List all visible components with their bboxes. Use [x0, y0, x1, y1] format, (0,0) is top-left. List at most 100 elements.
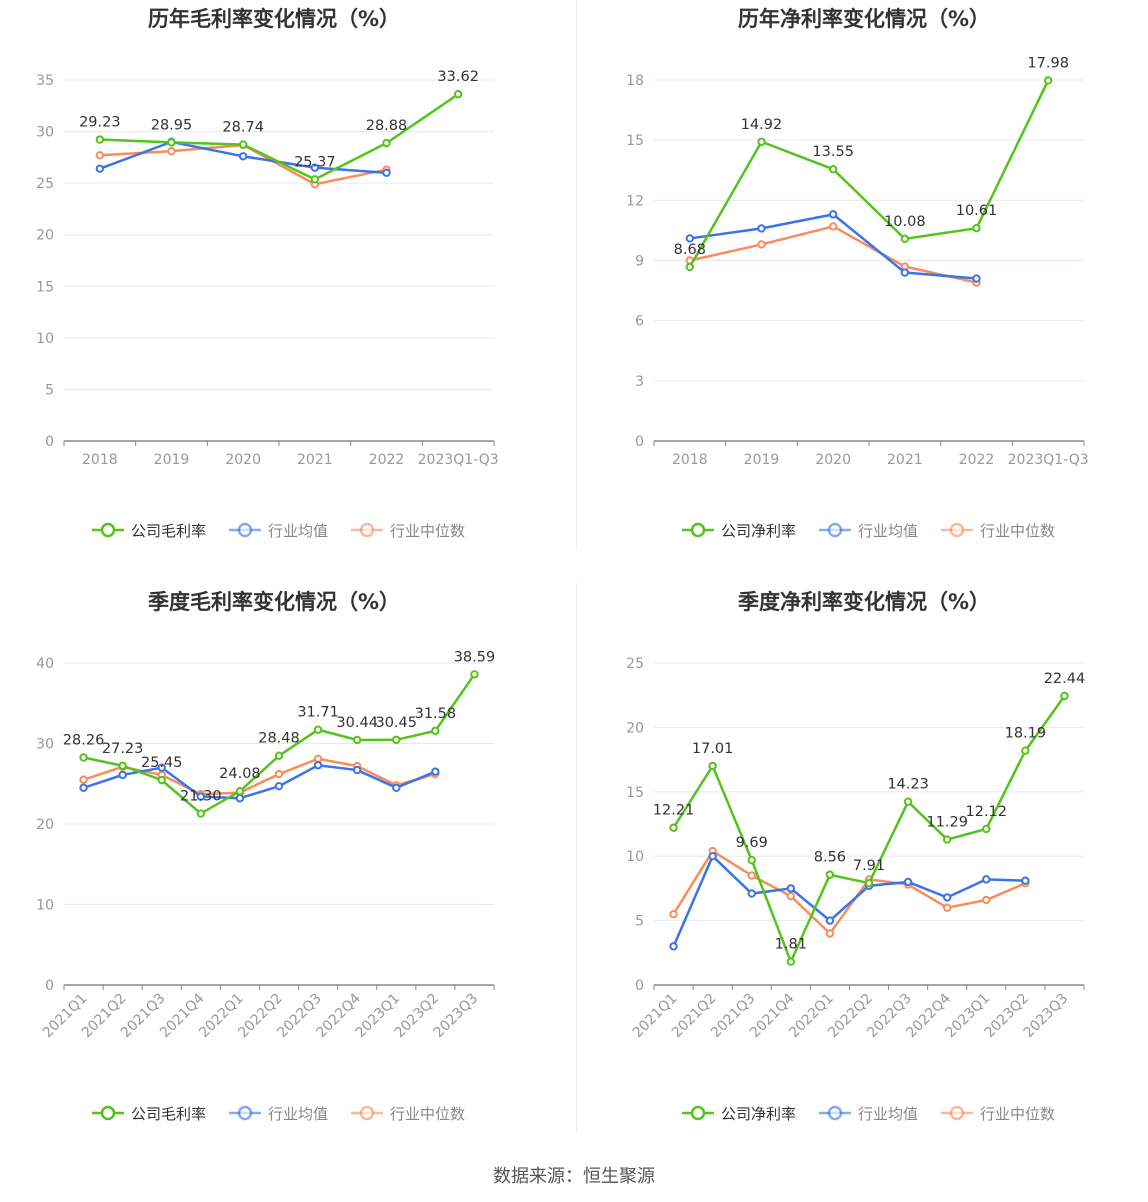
data-point-company — [1043, 76, 1053, 85]
data-point-avg — [313, 761, 323, 770]
legend-item-company[interactable]: 公司净利率 — [682, 1105, 796, 1123]
data-point-company — [685, 262, 695, 272]
annual-gross-margin-chart: 历年毛利率变化情况（%） 0 5 10 15 20 25 30 35 2018 2019 2020 20… — [0, 0, 574, 580]
chart-title: 季度净利率变化情况（%） — [738, 590, 990, 614]
data-point-avg — [685, 234, 695, 243]
legend-circle-icon — [237, 522, 253, 538]
data-point-company — [79, 753, 88, 762]
data-point-median — [669, 909, 678, 919]
y-tick-label: 9 — [635, 254, 644, 270]
data-point-company — [864, 878, 874, 888]
y-tick-label: 25 — [36, 176, 54, 192]
legend-circle-icon — [827, 522, 843, 538]
data-point-company — [157, 775, 166, 785]
data-point-avg — [747, 889, 756, 898]
data-label: 28.74 — [222, 120, 264, 136]
data-point-avg — [669, 942, 678, 951]
y-tick-label: 5 — [45, 382, 54, 398]
series-line-company — [99, 93, 459, 181]
data-point-company — [757, 137, 766, 146]
series-line-median — [672, 849, 1026, 936]
legend-item-median[interactable]: 行业中位数 — [351, 1105, 465, 1123]
y-tick-label: 10 — [36, 331, 54, 347]
data-point-avg — [786, 884, 796, 893]
data-point-company — [786, 957, 796, 966]
data-label: 30.45 — [376, 715, 418, 731]
data-point-avg — [238, 152, 248, 161]
y-tick-label: 10 — [36, 898, 54, 914]
data-point-company — [118, 761, 127, 770]
data-point-company — [942, 835, 952, 844]
data-point-company — [1021, 746, 1030, 755]
data-point-company — [669, 823, 678, 832]
chart-title: 季度毛利率变化情况（%） — [148, 590, 400, 614]
data-point-avg — [79, 783, 88, 792]
legend-circle-icon — [359, 1105, 375, 1121]
x-tick-label: 2019 — [154, 452, 190, 468]
data-label: 30.44 — [336, 715, 378, 731]
data-label: 21.30 — [180, 789, 222, 805]
data-point-company — [382, 138, 391, 148]
data-point-company — [825, 870, 835, 879]
data-label: 27.23 — [102, 741, 144, 757]
data-point-company — [470, 670, 479, 679]
x-tick-label: 2018 — [672, 452, 708, 468]
data-label: 28.88 — [366, 118, 408, 134]
legend-label: 公司净利率 — [721, 1105, 796, 1123]
data-point-company — [196, 809, 206, 818]
data-point-median — [757, 240, 766, 249]
legend-item-median[interactable]: 行业中位数 — [941, 522, 1055, 540]
x-tick-label: 2022 — [959, 452, 995, 468]
legend-label: 公司净利率 — [721, 522, 796, 540]
data-point-company — [392, 735, 401, 745]
y-tick-label: 18 — [626, 73, 644, 89]
legend-item-median[interactable]: 行业中位数 — [351, 522, 465, 540]
legend-item-company[interactable]: 公司净利率 — [682, 522, 796, 540]
legend-circle-icon — [949, 522, 965, 538]
legend-item-avg[interactable]: 行业均值 — [229, 1105, 328, 1123]
legend-item-median[interactable]: 行业中位数 — [941, 1105, 1055, 1123]
legend-item-company[interactable]: 公司毛利率 — [92, 1105, 206, 1123]
data-point-avg — [982, 875, 991, 884]
y-tick-label: 20 — [36, 228, 54, 244]
legend-label: 公司毛利率 — [131, 1105, 206, 1123]
data-point-company — [903, 797, 913, 806]
legend-circle-icon — [100, 1105, 116, 1121]
data-point-company — [167, 138, 176, 147]
data-point-company — [708, 761, 717, 771]
data-point-company — [352, 735, 362, 745]
y-tick-label: 0 — [635, 434, 644, 450]
x-tick-label: 2021 — [887, 452, 923, 468]
legend-item-company[interactable]: 公司毛利率 — [92, 522, 206, 540]
legend-label: 行业中位数 — [390, 522, 465, 540]
data-point-avg — [196, 792, 206, 801]
series-line-avg — [83, 763, 436, 800]
legend-item-avg[interactable]: 行业均值 — [819, 1105, 918, 1123]
data-point-median — [982, 895, 991, 905]
series-line-avg — [672, 854, 1026, 947]
data-label: 31.71 — [297, 705, 339, 721]
data-label: 28.95 — [151, 117, 193, 133]
legend-item-avg[interactable]: 行业均值 — [819, 522, 918, 540]
data-label: 8.68 — [674, 242, 706, 258]
y-tick-label: 12 — [626, 193, 644, 209]
data-label: 14.92 — [741, 117, 783, 133]
legend-label: 行业均值 — [858, 522, 918, 540]
data-point-median — [825, 929, 835, 938]
legend-circle-icon — [237, 1105, 253, 1121]
data-point-company — [274, 751, 284, 760]
data-point-avg — [903, 877, 913, 887]
quarterly-gross-margin-chart: 季度毛利率变化情况（%） 0 10 20 30 40 2021Q1 2021Q2 2021Q3 2… — [0, 583, 574, 1163]
annual-net-margin-chart: 历年净利率变化情况（%） 0 3 6 9 12 15 18 2018 2019 2020 2021 20… — [590, 0, 1148, 580]
data-point-company — [431, 726, 440, 735]
y-tick-label: 30 — [36, 737, 54, 753]
x-tick-label: 2023Q1-Q3 — [418, 452, 499, 468]
series-line-company — [688, 79, 1050, 268]
data-point-median — [167, 146, 176, 156]
data-point-avg — [942, 893, 952, 902]
data-point-company — [828, 165, 838, 174]
legend-item-avg[interactable]: 行业均值 — [229, 522, 328, 540]
y-tick-label: 5 — [635, 914, 644, 930]
y-tick-label: 15 — [36, 279, 54, 295]
data-point-avg — [157, 763, 166, 772]
